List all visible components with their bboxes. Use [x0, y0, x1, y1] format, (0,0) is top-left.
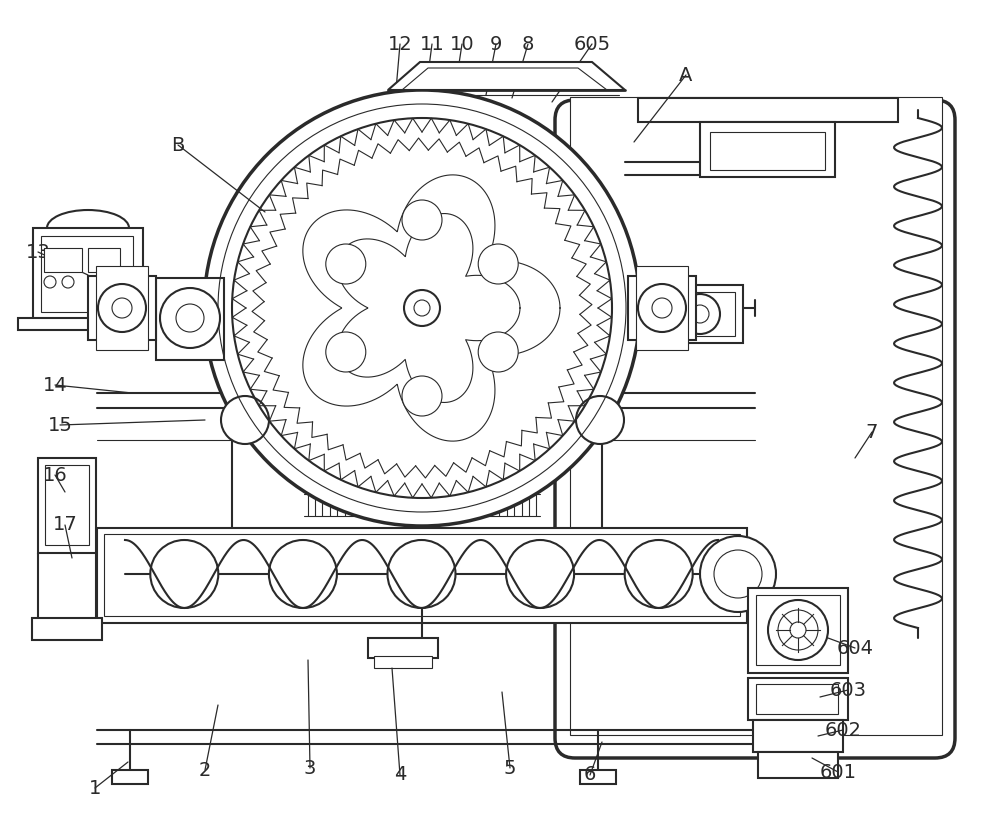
Text: 11: 11 [420, 35, 444, 53]
Bar [700, 122, 835, 177]
Bar [88, 248, 120, 272]
Bar [18, 318, 153, 330]
Circle shape [388, 540, 456, 608]
Circle shape [478, 332, 518, 372]
Bar [318, 450, 346, 495]
Bar [628, 276, 696, 340]
Circle shape [790, 622, 806, 638]
Bar [96, 266, 148, 350]
Circle shape [62, 276, 74, 288]
Bar [753, 720, 843, 752]
Circle shape [576, 396, 624, 444]
Circle shape [778, 610, 818, 650]
Circle shape [402, 376, 442, 416]
Circle shape [680, 294, 720, 334]
Text: 17: 17 [53, 515, 77, 534]
Text: 4: 4 [394, 765, 406, 784]
Bar [748, 678, 848, 720]
Circle shape [700, 536, 776, 612]
Bar [104, 534, 740, 616]
Bar [38, 458, 96, 553]
Circle shape [112, 298, 132, 318]
Circle shape [404, 290, 440, 326]
Bar [97, 528, 747, 623]
Text: 3: 3 [304, 759, 316, 778]
Text: 6: 6 [584, 765, 596, 784]
Circle shape [98, 284, 146, 332]
Circle shape [638, 284, 686, 332]
Text: A: A [679, 66, 693, 85]
Circle shape [402, 200, 442, 240]
Bar [580, 770, 616, 784]
Text: 12: 12 [388, 35, 412, 53]
Circle shape [492, 466, 516, 490]
Text: 7: 7 [866, 422, 878, 441]
Text: 603: 603 [830, 681, 866, 700]
Circle shape [326, 332, 366, 372]
Text: 16: 16 [43, 466, 67, 485]
Circle shape [160, 288, 220, 348]
Circle shape [414, 300, 430, 316]
Text: 605: 605 [573, 35, 611, 53]
Circle shape [691, 305, 709, 323]
Circle shape [714, 550, 762, 598]
Circle shape [221, 396, 269, 444]
Text: 13: 13 [26, 243, 50, 262]
Text: 10: 10 [450, 35, 474, 53]
Text: B: B [171, 136, 185, 155]
Text: 15: 15 [48, 416, 72, 435]
Bar [748, 588, 848, 673]
Circle shape [320, 466, 344, 490]
Text: 602: 602 [824, 720, 862, 740]
Text: 2: 2 [199, 760, 211, 779]
Circle shape [44, 276, 56, 288]
Circle shape [506, 540, 574, 608]
Bar [570, 97, 942, 735]
Text: 9: 9 [490, 35, 502, 53]
Bar [45, 465, 89, 545]
Bar [112, 770, 148, 784]
Bar [368, 638, 438, 658]
Bar [490, 450, 518, 495]
Bar [156, 278, 224, 360]
Text: 5: 5 [504, 759, 516, 778]
Circle shape [176, 304, 204, 332]
Bar [665, 292, 735, 336]
Bar [756, 684, 838, 714]
Bar [44, 248, 82, 272]
FancyBboxPatch shape [555, 100, 955, 758]
Circle shape [768, 600, 828, 660]
Polygon shape [388, 62, 625, 90]
Text: 14: 14 [43, 375, 67, 394]
Text: 8: 8 [522, 35, 534, 53]
Circle shape [326, 244, 366, 284]
Bar [758, 752, 838, 778]
Circle shape [96, 276, 108, 288]
Circle shape [625, 540, 693, 608]
Circle shape [269, 540, 337, 608]
Bar [33, 228, 143, 320]
Bar [374, 656, 432, 668]
Text: 601: 601 [820, 762, 856, 782]
Bar [636, 266, 688, 350]
Text: 1: 1 [89, 779, 101, 797]
Bar [32, 618, 102, 640]
Bar [41, 236, 133, 312]
Bar [658, 285, 743, 343]
Bar [638, 98, 898, 122]
Circle shape [204, 90, 640, 526]
Circle shape [478, 244, 518, 284]
Circle shape [652, 298, 672, 318]
Bar [88, 276, 156, 340]
Bar [756, 595, 840, 665]
Bar [710, 132, 825, 170]
Text: 604: 604 [836, 639, 874, 658]
Circle shape [150, 540, 218, 608]
